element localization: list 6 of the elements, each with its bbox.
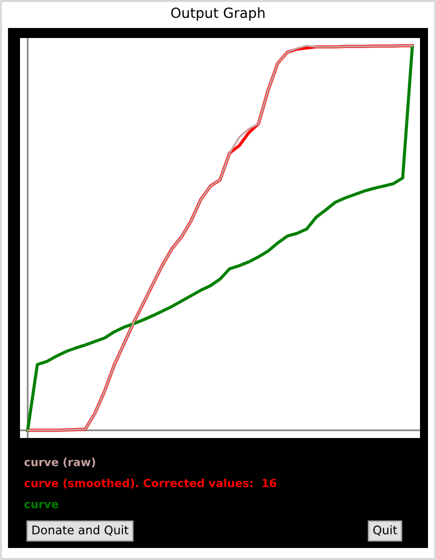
text: curve [24,502,58,508]
text: curve (smoothed). Corrected values: 16 [24,478,276,489]
text: Donate and Quit [32,525,128,536]
text: Quit [373,525,398,536]
chart-title: Output Graph [171,7,264,21]
text: curve (raw) [24,458,96,468]
